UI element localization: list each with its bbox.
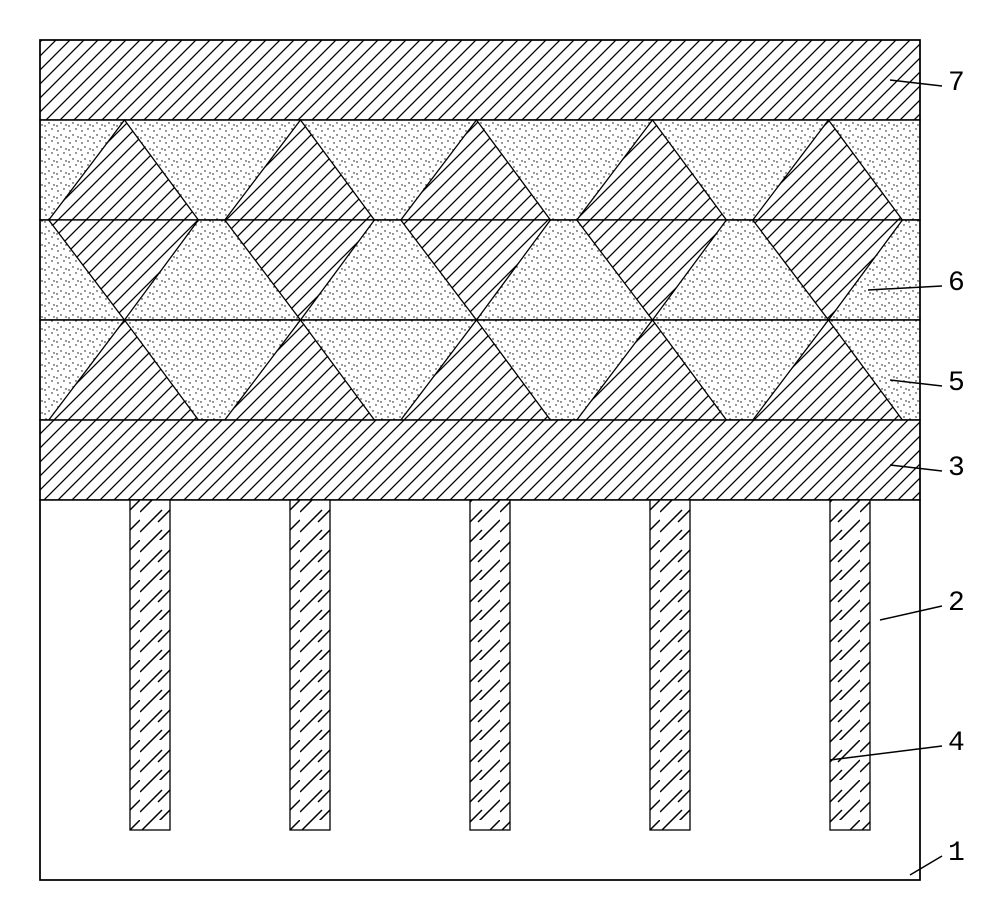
label-1: 1 [948,838,967,869]
label-2: 2 [948,588,967,619]
pile-4 [830,500,870,830]
pile-0 [130,500,170,830]
label-3: 3 [948,453,967,484]
cross-section-svg: 7 6 5 3 2 4 1 [20,20,980,890]
pile-3 [650,500,690,830]
layer-7-top-hatch [40,40,920,120]
label-7: 7 [948,68,967,99]
diagram-container: 7 6 5 3 2 4 1 [20,20,980,890]
layer-3-mid-hatch [40,420,920,500]
label-4: 4 [948,728,967,759]
pile-1 [290,500,330,830]
label-5: 5 [948,368,967,399]
pile-2 [470,500,510,830]
label-6: 6 [948,268,967,299]
